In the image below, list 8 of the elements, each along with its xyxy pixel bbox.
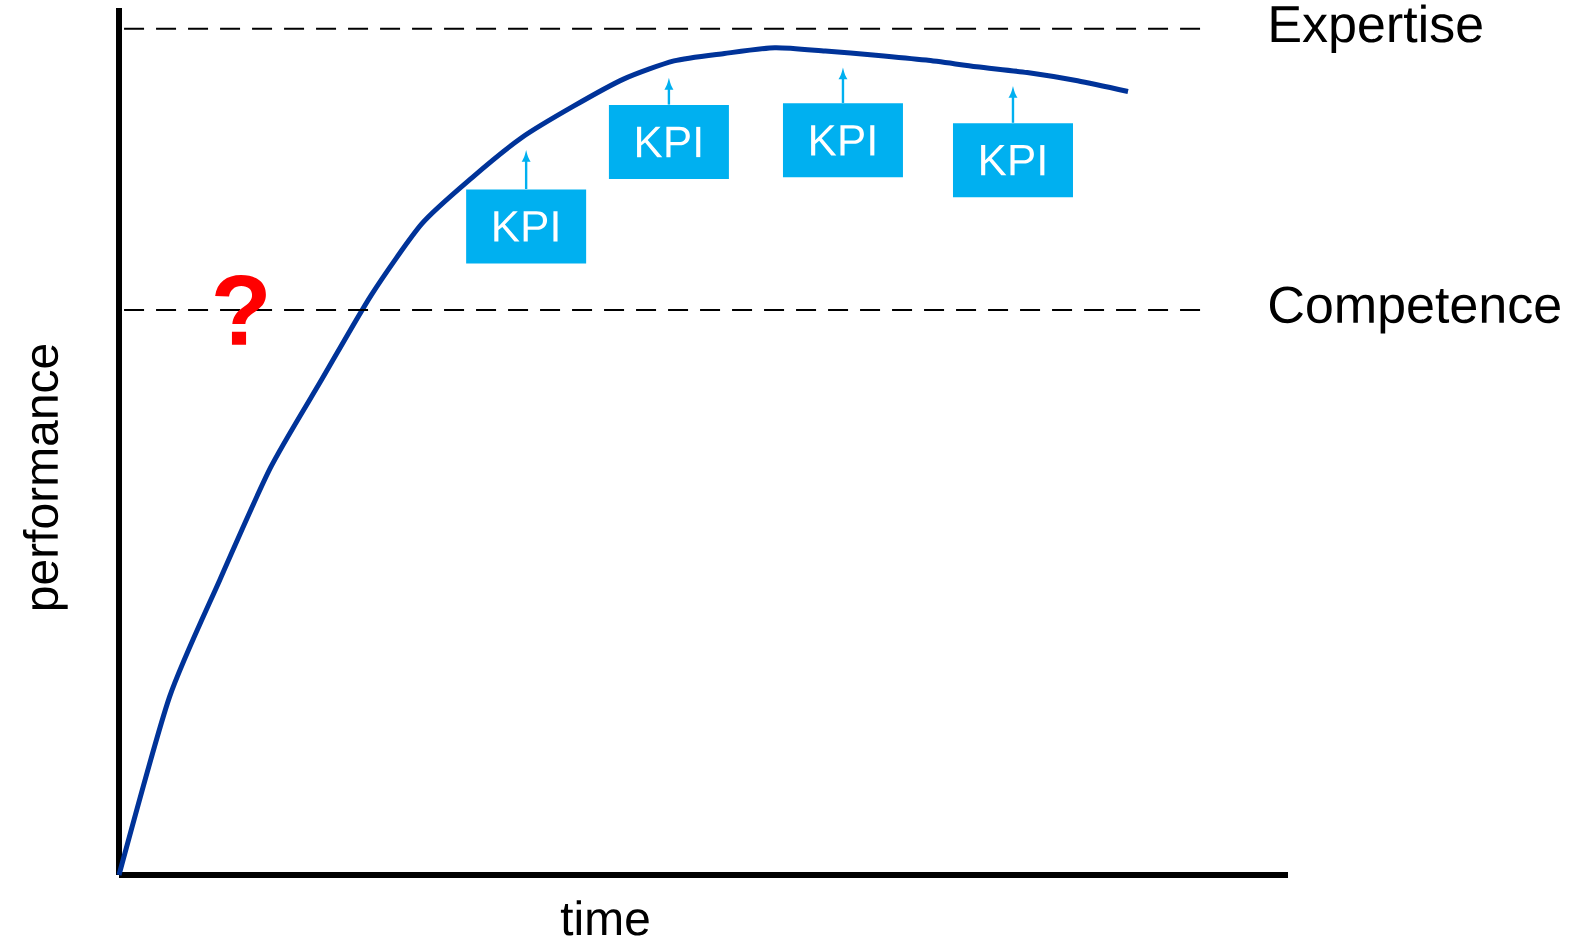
y-axis-title: performance <box>22 344 68 610</box>
annotation: KPI <box>811 125 875 156</box>
ref-line-label: Expertise <box>1271 4 1482 53</box>
x-axis-title: time <box>560 900 649 936</box>
ref-line-label: Competence <box>1270 286 1560 334</box>
annotation: KPI <box>494 211 558 242</box>
annotation: KPI <box>637 126 701 158</box>
annotation: KPI <box>981 145 1045 176</box>
